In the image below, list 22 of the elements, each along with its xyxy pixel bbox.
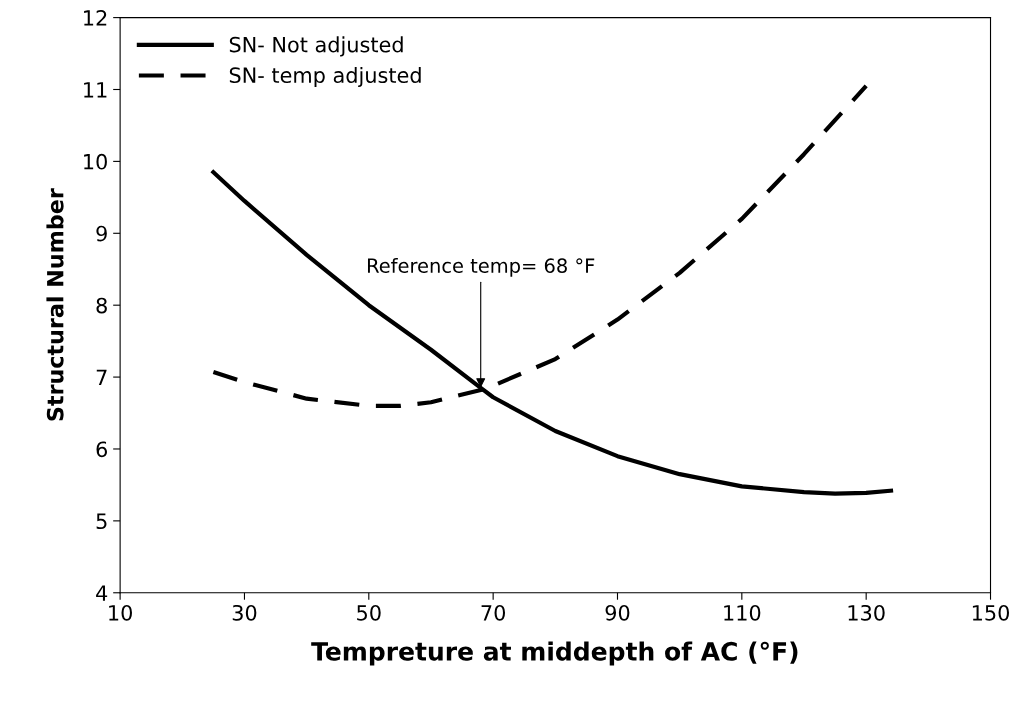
x-axis-title: Tempreture at middepth of AC (°F) (311, 641, 798, 666)
x-tick-label: 90 (605, 604, 630, 621)
y-tick-label: 10 (84, 153, 107, 170)
y-tick-label: 12 (84, 10, 107, 26)
x-tick-label: 50 (357, 604, 381, 621)
y-tick-label: 8 (96, 297, 107, 314)
y-tick-label: 11 (84, 82, 107, 98)
x-tick-label: 70 (481, 604, 506, 621)
x-tick-label: 10 (109, 604, 132, 621)
legend-label: SN- Not adjusted (229, 36, 403, 57)
x-tick-label: 30 (232, 604, 257, 621)
y-tick-label: 7 (96, 369, 107, 385)
y-axis-title: Structural Number (46, 188, 64, 421)
x-tick-label: 150 (972, 604, 1010, 621)
x-tick-label: 130 (848, 604, 885, 621)
x-tick-label: 110 (724, 604, 761, 621)
y-tick-label: 5 (96, 513, 107, 530)
y-tick-label: 6 (96, 441, 108, 458)
y-tick-label: 9 (96, 225, 107, 242)
legend-label: SN- temp adjusted (229, 66, 421, 88)
annotation: Reference temp= 68 °F (367, 257, 595, 277)
y-tick-label: 4 (96, 585, 108, 601)
